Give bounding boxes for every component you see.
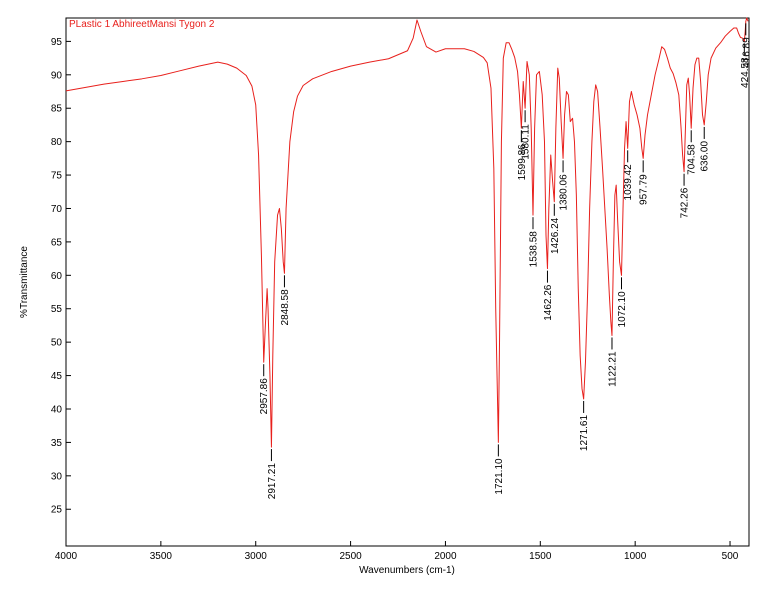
chart-title: PLastic 1 AbhireetMansi Tygon 2: [69, 19, 215, 30]
x-tick-label: 3500: [150, 551, 173, 562]
peak-label: 1580.11: [521, 124, 532, 160]
peak-labels-layer: 2957.86 2917.21 2848.58 1721.10 1599.861580.…: [259, 23, 752, 499]
peak-label: 1599.86: [517, 144, 528, 181]
y-tick-label: 85: [51, 104, 63, 115]
y-tick-label: 40: [51, 404, 63, 415]
y-tick-label: 80: [51, 137, 63, 148]
spectrum-line-0: [65, 17, 749, 448]
x-tick-label: 3000: [245, 551, 268, 562]
y-tick-label: 90: [51, 70, 63, 81]
peak-label: 416.89: [741, 37, 752, 68]
x-tick-label: 2000: [434, 551, 457, 562]
x-tick-label: 1500: [529, 551, 552, 562]
y-tick-label: 55: [51, 304, 63, 315]
peak-label: 424.58: [740, 57, 751, 88]
x-tick-label: 4000: [55, 551, 78, 562]
x-tick-label: 500: [722, 551, 739, 562]
peak-label: 1122.21: [607, 351, 618, 387]
spectrum-layer: [65, 17, 749, 448]
peak-label: 704.58: [687, 144, 698, 175]
peak-label: 2957.86: [259, 378, 270, 415]
y-tick-label: 30: [51, 471, 63, 482]
peak-label: 636.00: [700, 141, 711, 172]
y-tick-label: 50: [51, 338, 63, 349]
y-tick-label: 75: [51, 171, 63, 182]
axes-layer: 4000 3500 3000 2500 2000 1500 1000 500 25 30 35 40 4…: [51, 37, 739, 562]
peak-label: 2917.21: [267, 463, 278, 500]
y-tick-label: 95: [51, 37, 63, 48]
peak-label: 1426.24: [550, 217, 561, 254]
x-axis-label: Wavenumbers (cm-1): [359, 565, 455, 576]
x-tick-label: 1000: [624, 551, 647, 562]
peak-label: 1380.06: [559, 174, 570, 211]
peak-label: 1462.26: [543, 284, 554, 321]
peak-label: 2848.58: [280, 289, 291, 326]
y-tick-label: 60: [51, 271, 63, 282]
y-tick-label: 25: [51, 505, 63, 516]
peak-label: 1072.10: [617, 291, 628, 328]
peak-label: 742.26: [680, 187, 691, 218]
peak-label: 1721.10: [494, 458, 505, 495]
y-axis-label: %Transmittance: [19, 246, 30, 318]
peak-label: 957.79: [639, 174, 650, 205]
y-tick-label: 35: [51, 438, 63, 449]
y-tick-label: 45: [51, 371, 63, 382]
x-tick-label: 2500: [339, 551, 362, 562]
plot-frame: [65, 17, 750, 547]
y-tick-label: 70: [51, 204, 63, 215]
peak-label: 1538.58: [528, 231, 539, 268]
y-tick-label: 65: [51, 237, 63, 248]
peak-label: 1271.61: [579, 415, 590, 452]
peak-label: 1039.42: [623, 164, 634, 201]
